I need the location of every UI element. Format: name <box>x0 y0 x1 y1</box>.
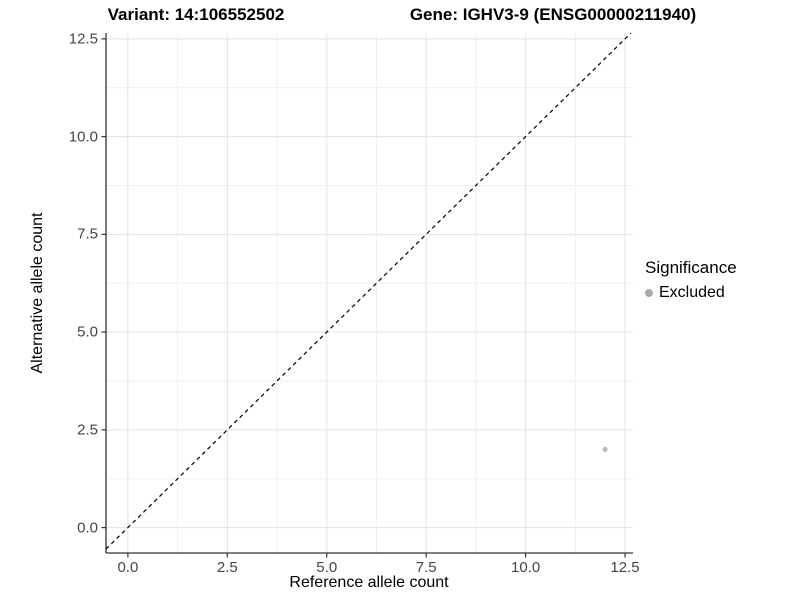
legend-item-label: Excluded <box>659 284 725 301</box>
y-axis-title: Alternative allele count <box>29 212 46 374</box>
y-tick-label: 5.0 <box>77 323 98 341</box>
y-tick-label: 0.0 <box>77 519 98 537</box>
x-axis-title: Reference allele count <box>289 574 449 591</box>
y-tick-label: 10.0 <box>68 128 98 146</box>
legend: Significance Excluded <box>645 258 737 302</box>
y-tick-label: 7.5 <box>77 225 98 243</box>
y-tick-label: 2.5 <box>77 421 98 439</box>
identity-reference-line <box>105 32 632 550</box>
x-tick-label: 0.0 <box>117 559 139 576</box>
x-tick-label: 2.5 <box>216 559 238 576</box>
plot-title-variant: Variant: 14:106552502 <box>107 5 285 24</box>
plot-title-gene: Gene: IGHV3-9 (ENSG00000211940) <box>409 5 697 24</box>
x-tick-label: 12.5 <box>610 559 640 576</box>
legend-title: Significance <box>645 258 737 277</box>
data-point <box>602 446 608 452</box>
x-tick-label: 7.5 <box>415 559 437 576</box>
legend-key-dot-icon <box>645 289 653 297</box>
x-tick-label: 5.0 <box>316 559 338 576</box>
legend-item-excluded: Excluded <box>645 284 737 302</box>
y-tick-label: 12.5 <box>68 30 98 48</box>
x-tick-label: 10.0 <box>511 559 541 576</box>
